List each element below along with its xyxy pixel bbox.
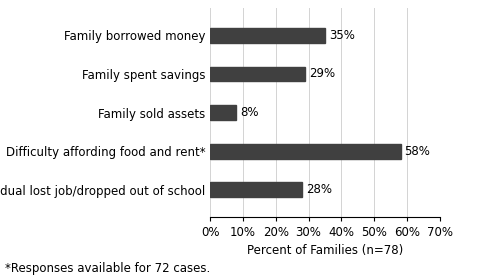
Bar <box>210 144 400 158</box>
Bar <box>210 105 236 120</box>
Text: *Responses available for 72 cases.: *Responses available for 72 cases. <box>5 262 210 275</box>
Text: 58%: 58% <box>404 145 430 158</box>
Text: 35%: 35% <box>329 29 355 42</box>
Bar <box>210 67 306 81</box>
Text: 8%: 8% <box>240 106 258 119</box>
Text: 28%: 28% <box>306 183 332 196</box>
Bar <box>210 182 302 197</box>
Text: 29%: 29% <box>309 68 336 80</box>
Bar <box>210 28 325 43</box>
X-axis label: Percent of Families (n=78): Percent of Families (n=78) <box>247 244 403 257</box>
